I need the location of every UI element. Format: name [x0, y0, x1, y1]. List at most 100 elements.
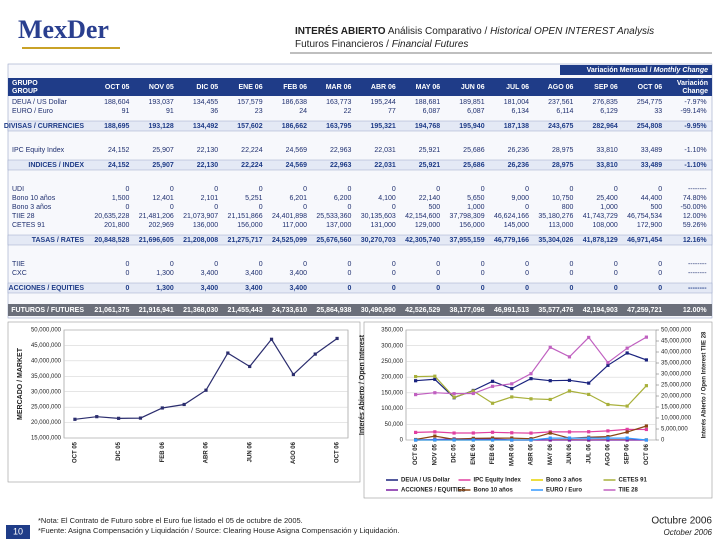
x-tick-label: AGO 06: [291, 441, 297, 464]
cell: 243,675: [548, 123, 573, 130]
point: [414, 393, 418, 397]
cell: 21,151,866: [228, 213, 263, 220]
cell: 41,878,129: [583, 237, 618, 244]
total-band: [7, 234, 713, 246]
cell: 1,000: [600, 204, 618, 211]
cell: 42,526,529: [405, 307, 440, 314]
cell: 24,733,610: [272, 307, 307, 314]
cell-change: -50.00%: [681, 204, 707, 211]
point: [548, 397, 552, 402]
cell: 10,750: [552, 195, 574, 202]
cell: 25,676,560: [316, 237, 351, 244]
cell: 33,810: [596, 162, 618, 169]
point: [433, 377, 437, 381]
cell: 20,848,528: [94, 237, 129, 244]
row-label: Bono 10 años: [12, 195, 56, 202]
cell: 0: [658, 285, 662, 292]
x-tick-label: OCT 06: [335, 441, 341, 463]
legend-label: Bono 10 años: [474, 488, 514, 494]
cell: 30,270,703: [361, 237, 396, 244]
cell: 129,000: [415, 222, 440, 229]
row-label: CETES 91: [12, 222, 45, 229]
column-header: SEP 06: [594, 84, 618, 91]
cell-change: 12.00%: [683, 307, 708, 314]
date: Octubre 2006: [651, 516, 712, 527]
point: [587, 335, 591, 340]
title: INTERÉS ABIERTO Análisis Comparativo / H…: [295, 24, 654, 37]
cell: 25,686: [463, 162, 485, 169]
cell: 33,489: [641, 147, 663, 154]
point: [433, 391, 437, 395]
cell: 0: [481, 285, 485, 292]
row-label: EURO / Euro: [12, 108, 53, 115]
cell: 0: [658, 261, 662, 268]
y-tick-label: 15,000,000: [31, 436, 62, 442]
y2-tick-label: 45,000,000: [661, 339, 692, 345]
cell: 0: [525, 204, 529, 211]
cell: 46,991,513: [494, 307, 529, 314]
x-tick-label: ABR 06: [204, 441, 210, 463]
change-header: Variación: [677, 80, 708, 87]
y-tick-label: 100,000: [381, 406, 403, 412]
point: [587, 436, 591, 440]
cell: 0: [170, 186, 174, 193]
point: [269, 337, 274, 341]
cell: 1,300: [156, 270, 174, 277]
column-header: ABR 06: [371, 84, 396, 91]
y2-tick-label: 30,000,000: [661, 372, 692, 378]
x-tick-label: OCT 06: [644, 443, 650, 465]
cell: 6,201: [289, 195, 307, 202]
point: [625, 404, 629, 408]
cell: 157,602: [237, 123, 262, 130]
title-rest: Análisis Comparativo /: [388, 26, 488, 37]
change-header: Change: [682, 88, 708, 95]
point: [644, 358, 648, 362]
cell: 35,180,276: [538, 213, 573, 220]
legend-label: TIIE 28: [619, 488, 639, 494]
cell-change: 74.80%: [683, 195, 707, 202]
point: [510, 386, 514, 391]
point: [414, 438, 418, 442]
cell: 37,955,159: [450, 237, 485, 244]
total-band: [7, 159, 713, 171]
cell: 21,455,443: [228, 307, 263, 314]
cell: 195,321: [370, 123, 395, 130]
row-label: DIVISAS / CURRENCIES: [4, 123, 84, 130]
cell: 24,152: [108, 147, 130, 154]
x-tick-label: ENE 06: [471, 443, 477, 464]
total-band: [7, 120, 713, 132]
cell-change: --------: [688, 186, 707, 193]
cell: 0: [481, 261, 485, 268]
cell: 47,259,721: [627, 307, 662, 314]
y-tick-label: 30,000,000: [31, 389, 62, 395]
cell: 33: [654, 108, 662, 115]
point: [471, 436, 475, 440]
point: [335, 336, 339, 341]
y-tick-label: 20,000,000: [31, 420, 62, 426]
cell: 24,152: [108, 162, 130, 169]
point: [606, 361, 610, 365]
cell-change: --------: [688, 261, 707, 268]
cell: 134,455: [193, 99, 218, 106]
cell: 194,768: [415, 123, 440, 130]
cell: 25,400: [596, 195, 618, 202]
cell: 37,798,309: [450, 213, 485, 220]
cell: 0: [170, 204, 174, 211]
cell: 24,569: [286, 162, 308, 169]
cell: 1,300: [156, 285, 174, 292]
cell: 22,130: [197, 162, 219, 169]
cell: 188,695: [104, 123, 129, 130]
point: [204, 388, 208, 392]
cell: 137,000: [326, 222, 351, 229]
cell: 42,194,903: [583, 307, 618, 314]
y2-tick-label: 20,000,000: [661, 394, 692, 400]
point: [510, 431, 514, 435]
cell: 1,000: [467, 204, 485, 211]
cell: 0: [481, 270, 485, 277]
cell: 0: [614, 285, 618, 292]
cell: 9,000: [511, 195, 529, 202]
column-header: AGO 06: [548, 84, 574, 91]
cell: 4,100: [378, 195, 396, 202]
cell: 0: [347, 204, 351, 211]
